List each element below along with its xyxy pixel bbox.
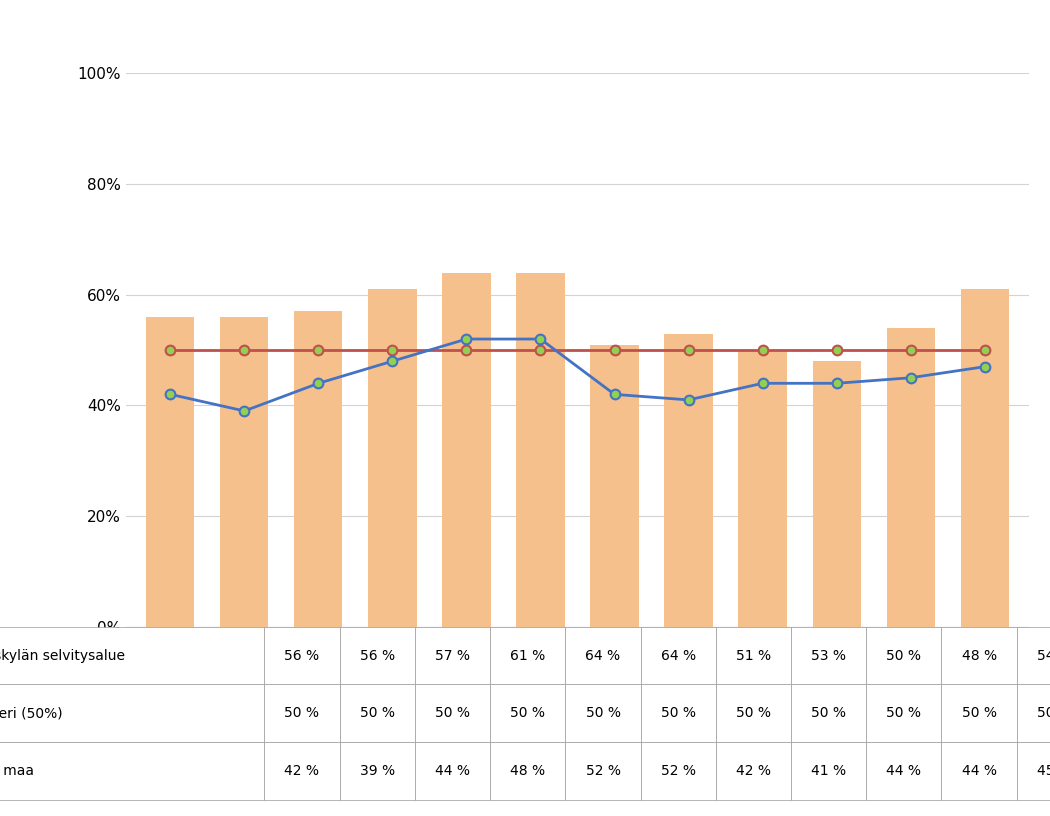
Bar (886, 328, 934, 627)
Bar (590, 344, 638, 627)
Bar (813, 361, 861, 627)
Bar (442, 273, 490, 627)
Bar (665, 334, 713, 627)
Bar (961, 289, 1009, 627)
Bar (738, 350, 786, 627)
Bar (146, 317, 194, 627)
Bar (220, 317, 269, 627)
Bar (369, 289, 417, 627)
Bar (517, 273, 565, 627)
Bar (294, 312, 342, 627)
